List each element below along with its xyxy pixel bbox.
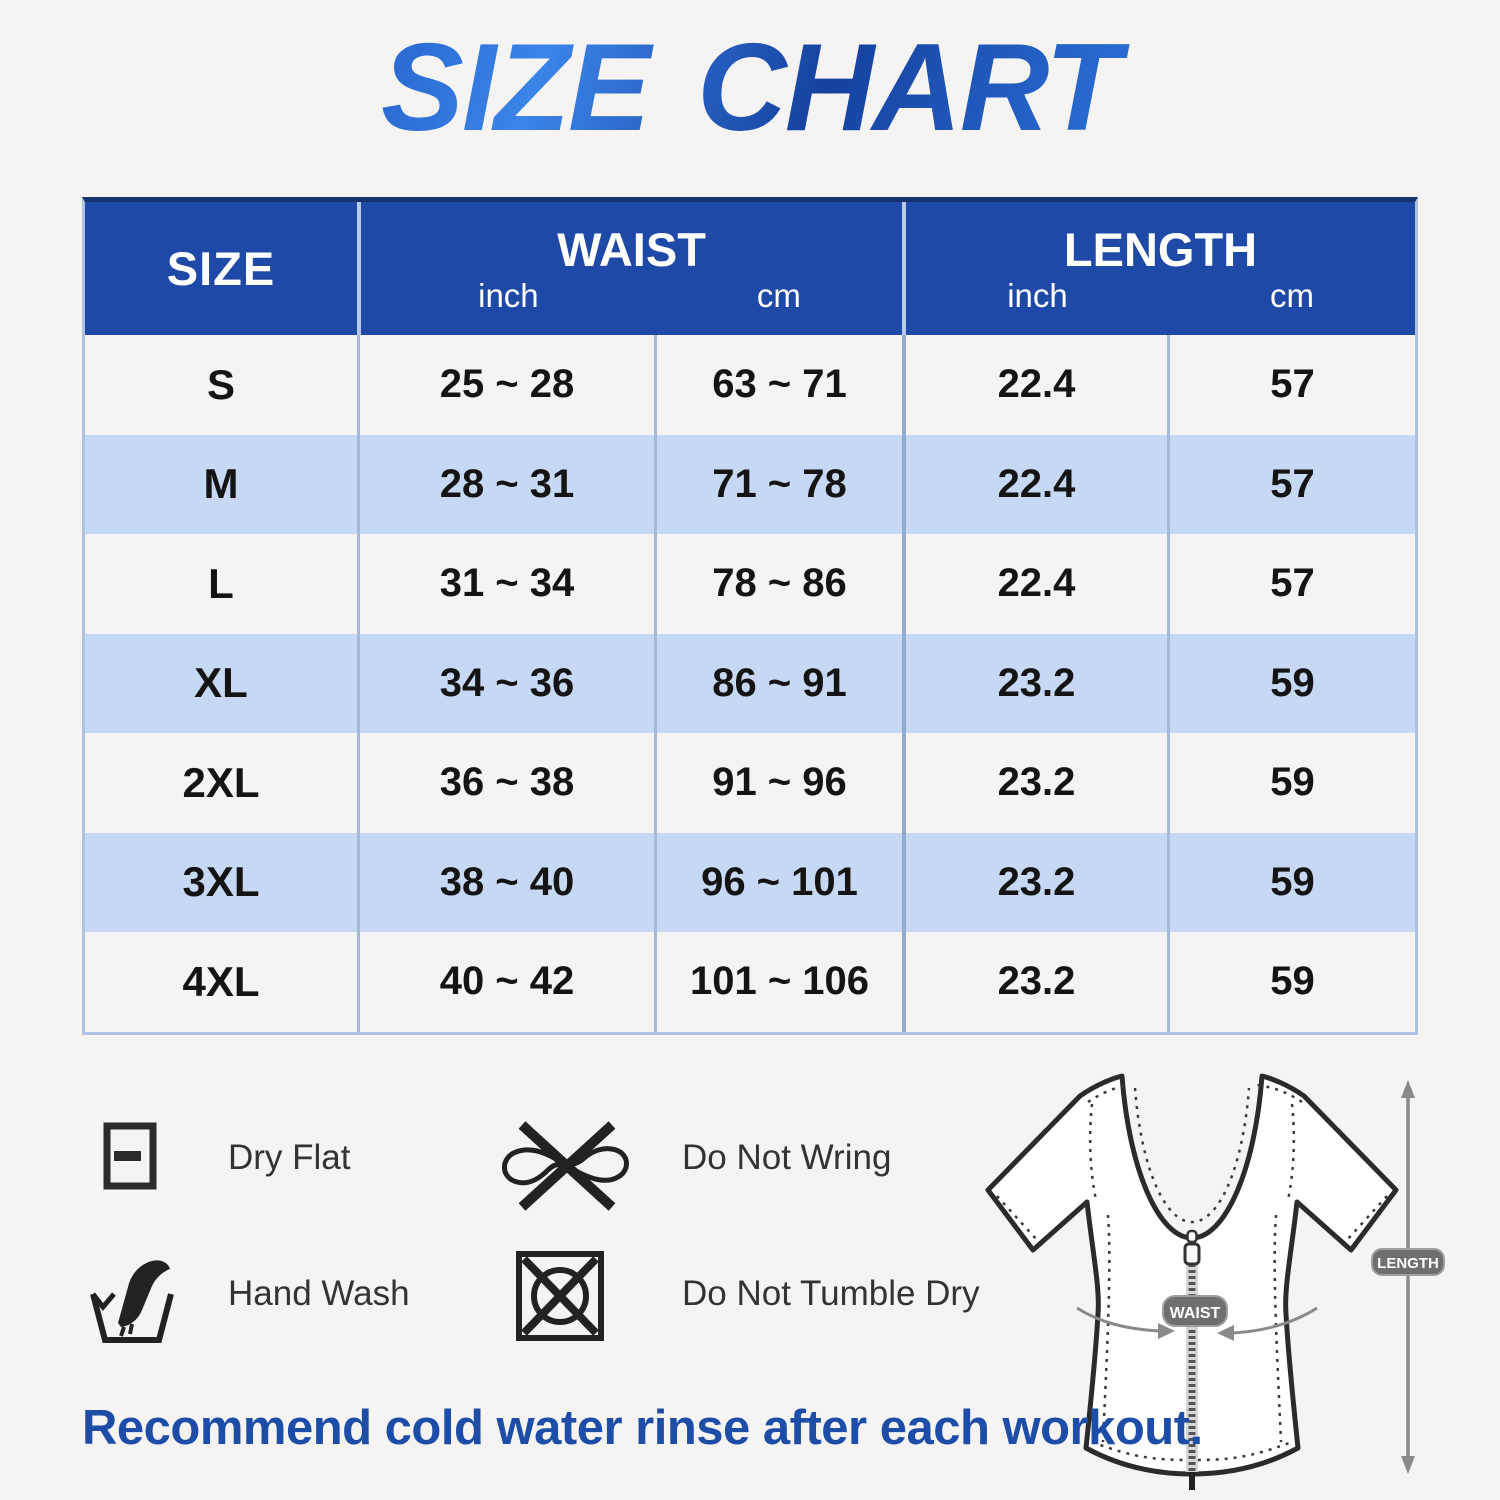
cell-waist-cm: 78 ~ 86	[654, 534, 902, 634]
cell-size: 3XL	[182, 858, 260, 906]
cell-waist-inch: 25 ~ 28	[357, 335, 654, 435]
cell-length-cm: 57	[1167, 434, 1415, 534]
cell-waist-cm: 96 ~ 101	[654, 832, 902, 932]
table-row-m: M 28 ~ 31 71 ~ 78 22.4 57	[85, 434, 1415, 534]
table-row-4xl: 4XL 40 ~ 42 101 ~ 106 23.2 59	[85, 932, 1415, 1032]
cell-size: 2XL	[182, 758, 260, 806]
cell-length-inch: 22.4	[902, 434, 1167, 534]
size-table-header: SIZE WAIST inch cm LENGTH inch cm	[85, 202, 1415, 335]
zipper-slider	[1183, 1242, 1201, 1266]
hand-wash-icon	[90, 1260, 174, 1343]
header-cell-waist: WAIST inch cm	[357, 202, 902, 335]
header-cell-length: LENGTH inch cm	[902, 202, 1415, 335]
cell-waist-cm: 91 ~ 96	[654, 733, 902, 833]
garment-measurement-diagram: WAIST LENGTH	[985, 1073, 1445, 1490]
cell-length-cm: 59	[1167, 733, 1415, 833]
cell-length-inch: 22.4	[902, 534, 1167, 634]
cell-length-cm: 59	[1167, 932, 1415, 1032]
waist-badge-label: WAIST	[1170, 1305, 1221, 1322]
header-waist-label: WAIST	[557, 222, 706, 276]
length-unit-cm: cm	[1269, 276, 1314, 314]
care-label-hand-wash: Hand Wash	[228, 1274, 410, 1313]
cell-waist-cm: 86 ~ 91	[654, 633, 902, 733]
page-title: SIZE CHART	[0, 14, 1500, 163]
footer-note: Recommend cold water rinse after each wo…	[82, 1401, 1203, 1455]
care-label-do-not-tumble-dry: Do Not Tumble Dry	[682, 1274, 980, 1313]
length-measure-arrow	[1401, 1080, 1415, 1474]
table-row-l: L 31 ~ 34 78 ~ 86 22.4 57	[85, 534, 1415, 634]
do-not-wring-icon	[502, 1121, 629, 1211]
cell-waist-cm: 101 ~ 106	[654, 932, 902, 1032]
header-length-label: LENGTH	[1063, 222, 1258, 276]
zipper-pull	[1186, 1229, 1198, 1244]
cell-waist-inch: 38 ~ 40	[357, 832, 654, 932]
cell-length-cm: 57	[1167, 335, 1415, 435]
dry-flat-icon	[103, 1122, 157, 1190]
care-label-do-not-wring: Do Not Wring	[682, 1138, 892, 1177]
cell-waist-inch: 28 ~ 31	[357, 434, 654, 534]
table-row-3xl: 3XL 38 ~ 40 96 ~ 101 23.2 59	[85, 832, 1415, 932]
cell-size: S	[206, 360, 235, 408]
header-length-units: inch cm	[906, 279, 1415, 312]
header-waist-units: inch cm	[361, 279, 902, 312]
do-not-tumble-dry-icon	[516, 1251, 604, 1341]
cell-length-inch: 23.2	[902, 832, 1167, 932]
cell-length-inch: 22.4	[902, 335, 1167, 435]
waist-unit-inch: inch	[478, 276, 539, 314]
cell-length-inch: 23.2	[902, 932, 1167, 1032]
cell-size: L	[208, 559, 234, 607]
header-cell-size: SIZE	[85, 202, 357, 335]
cell-waist-inch: 36 ~ 38	[357, 733, 654, 833]
length-badge: LENGTH	[1371, 1248, 1445, 1276]
cell-size: XL	[194, 659, 248, 707]
table-row-2xl: 2XL 36 ~ 38 91 ~ 96 23.2 59	[85, 733, 1415, 833]
length-unit-inch: inch	[1007, 276, 1068, 314]
cell-length-cm: 59	[1167, 633, 1415, 733]
care-label-dry-flat: Dry Flat	[228, 1138, 351, 1177]
table-row-s: S 25 ~ 28 63 ~ 71 22.4 57	[85, 335, 1415, 435]
size-table: SIZE WAIST inch cm LENGTH inch cm S 25 ~…	[82, 197, 1418, 1035]
cell-length-inch: 23.2	[902, 733, 1167, 833]
waist-badge: WAIST	[1162, 1295, 1228, 1327]
table-row-xl: XL 34 ~ 36 86 ~ 91 23.2 59	[85, 633, 1415, 733]
cell-size: 4XL	[182, 957, 260, 1005]
waist-measure-arrows	[1076, 1306, 1318, 1341]
shirt-seam-dashes	[996, 1083, 1388, 1462]
cell-length-inch: 23.2	[902, 633, 1167, 733]
cell-waist-inch: 40 ~ 42	[357, 932, 654, 1032]
cell-waist-inch: 34 ~ 36	[357, 633, 654, 733]
cell-waist-inch: 31 ~ 34	[357, 534, 654, 634]
cell-waist-cm: 71 ~ 78	[654, 434, 902, 534]
length-badge-label: LENGTH	[1377, 1255, 1439, 1272]
cell-size: M	[203, 460, 239, 508]
cell-length-cm: 59	[1167, 832, 1415, 932]
waist-unit-cm: cm	[756, 276, 801, 314]
cell-waist-cm: 63 ~ 71	[654, 335, 902, 435]
cell-length-cm: 57	[1167, 534, 1415, 634]
header-size-label: SIZE	[166, 242, 276, 295]
